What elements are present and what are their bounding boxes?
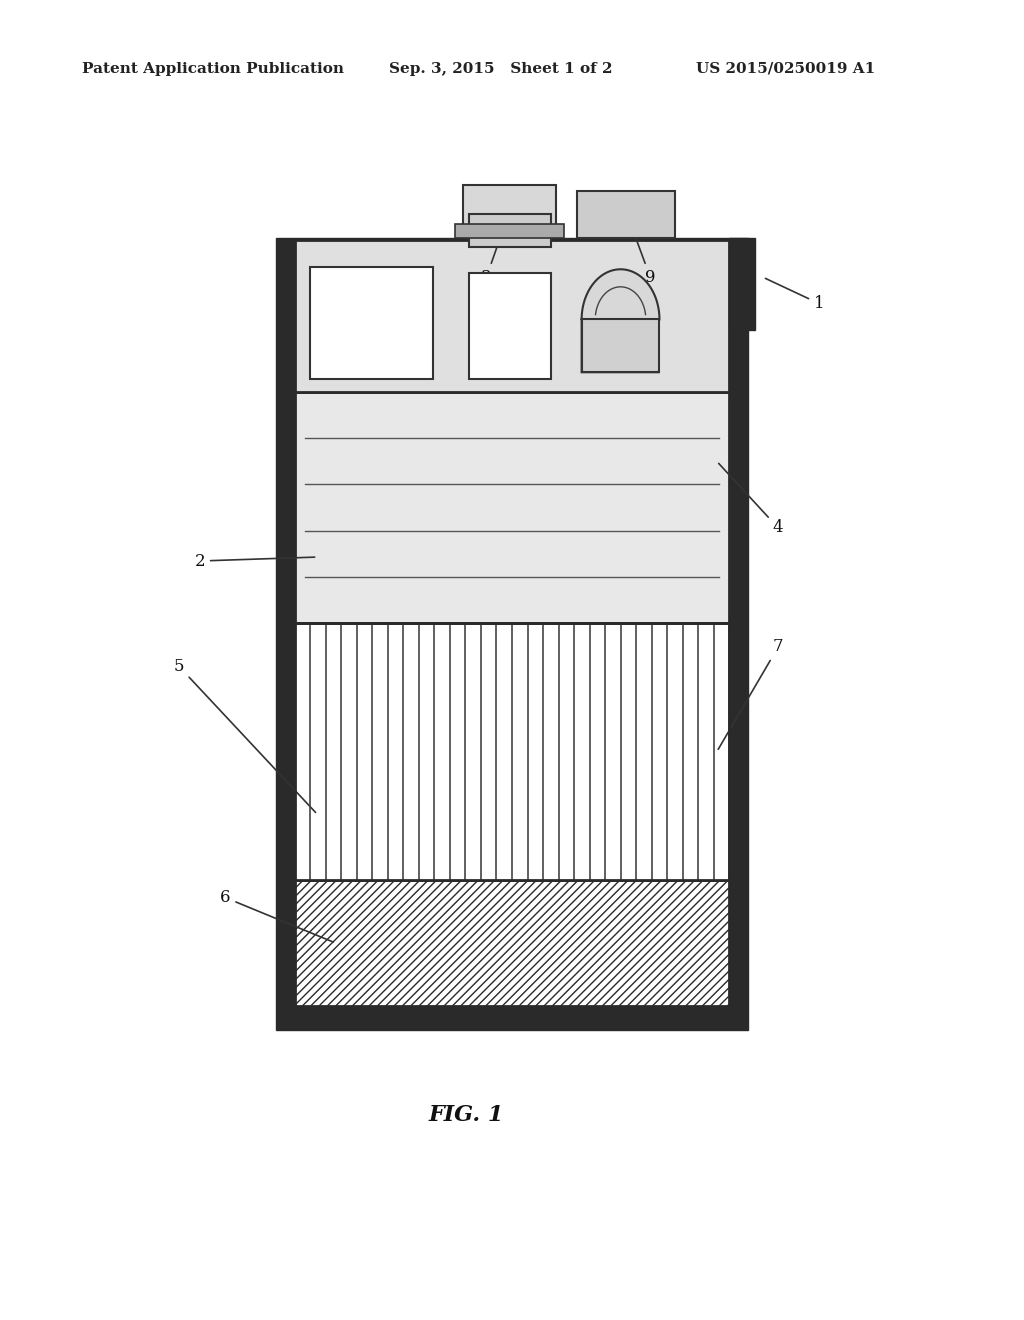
- Bar: [310, 267, 433, 379]
- Bar: [295, 623, 729, 880]
- Bar: [276, 238, 748, 1030]
- Bar: [456, 224, 564, 238]
- Text: 4: 4: [719, 463, 783, 536]
- Text: 2: 2: [195, 553, 314, 569]
- Bar: [469, 214, 551, 247]
- Bar: [295, 880, 729, 1006]
- Text: 6: 6: [220, 890, 333, 942]
- Bar: [582, 319, 659, 372]
- Text: 8: 8: [343, 273, 353, 298]
- Bar: [295, 261, 729, 1006]
- Bar: [469, 273, 551, 379]
- Text: 3: 3: [481, 214, 509, 285]
- Bar: [295, 623, 729, 880]
- Bar: [295, 240, 729, 392]
- Text: Sep. 3, 2015   Sheet 1 of 2: Sep. 3, 2015 Sheet 1 of 2: [389, 62, 612, 75]
- Bar: [464, 185, 556, 238]
- Text: 5: 5: [174, 659, 315, 812]
- Text: Patent Application Publication: Patent Application Publication: [82, 62, 344, 75]
- Text: FIG. 1: FIG. 1: [428, 1105, 504, 1126]
- Text: 1: 1: [765, 279, 824, 312]
- Bar: [295, 392, 729, 623]
- Polygon shape: [582, 269, 659, 372]
- Text: US 2015/0250019 A1: US 2015/0250019 A1: [696, 62, 876, 75]
- Text: 7: 7: [718, 639, 783, 750]
- Text: 9: 9: [632, 227, 655, 285]
- Bar: [577, 191, 675, 238]
- Bar: [729, 238, 755, 330]
